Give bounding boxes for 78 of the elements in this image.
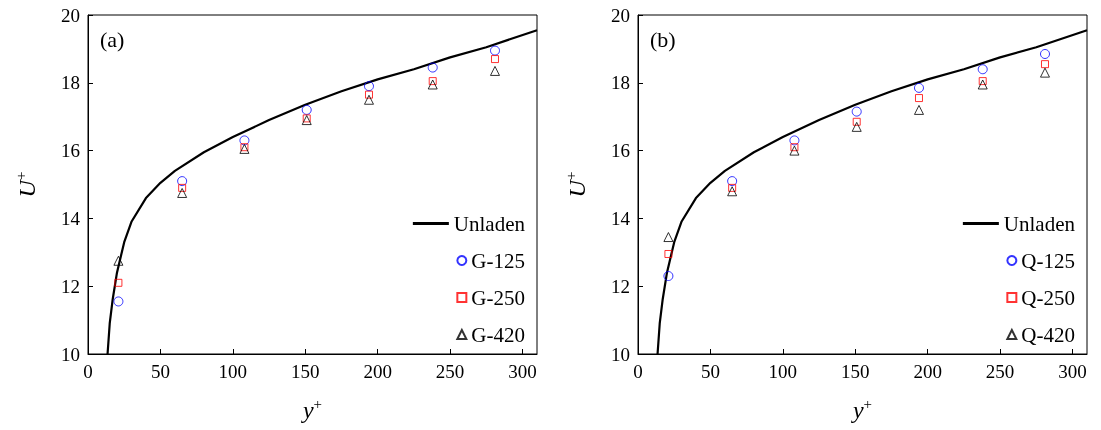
y-tick-label: 14 xyxy=(611,207,631,229)
point xyxy=(914,94,923,103)
point xyxy=(113,255,124,266)
point xyxy=(177,187,188,198)
point xyxy=(114,278,123,287)
y-tick-label: 12 xyxy=(61,275,80,297)
annotation: (b) xyxy=(650,26,676,52)
point xyxy=(727,186,738,197)
x-tick-label: 300 xyxy=(1058,361,1087,382)
point xyxy=(1040,48,1050,59)
point xyxy=(491,55,499,64)
y-tick-label: 16 xyxy=(61,140,80,162)
point xyxy=(851,121,862,132)
point xyxy=(428,77,437,86)
legend-label: Unladen xyxy=(453,211,526,236)
x-tick-label: 100 xyxy=(768,361,798,382)
legend-label: G-420 xyxy=(471,322,526,347)
legend-label: G-250 xyxy=(471,285,526,310)
y-tick-label: 10 xyxy=(61,343,80,365)
point xyxy=(727,176,738,187)
x-tick-label: 200 xyxy=(363,361,392,382)
point xyxy=(663,271,674,282)
point xyxy=(177,176,188,187)
point xyxy=(852,117,861,126)
x-tick-label: 50 xyxy=(700,361,720,382)
point xyxy=(178,183,187,192)
point xyxy=(728,183,737,192)
point xyxy=(364,90,373,99)
point xyxy=(427,62,438,73)
point xyxy=(789,145,800,156)
y-tick-label: 14 xyxy=(61,207,81,229)
x-tick-label: 100 xyxy=(218,361,248,382)
point xyxy=(363,94,374,105)
point xyxy=(427,79,438,90)
legend-label: Q-250 xyxy=(1021,285,1076,310)
point xyxy=(789,135,800,146)
y-tick-label: 18 xyxy=(61,72,80,94)
y-tick-label: 20 xyxy=(61,4,80,26)
legend-label: Q-420 xyxy=(1021,322,1076,347)
legend-label: G-125 xyxy=(471,248,526,273)
x-axis-title: y+ xyxy=(300,395,323,423)
x-tick-label: 300 xyxy=(508,361,537,382)
point xyxy=(913,104,924,115)
point xyxy=(490,65,500,76)
point xyxy=(851,106,862,117)
point xyxy=(364,81,374,92)
point xyxy=(977,64,988,75)
point xyxy=(1041,60,1049,69)
y-tick-label: 18 xyxy=(611,72,630,94)
x-tick-label: 150 xyxy=(291,361,320,382)
x-tick-label: 200 xyxy=(913,361,942,382)
point xyxy=(664,249,673,258)
y-tick-label: 20 xyxy=(611,4,630,26)
y-tick-label: 16 xyxy=(611,140,630,162)
x-tick-label: 150 xyxy=(841,361,870,382)
y-axis-title: U+ xyxy=(562,171,590,198)
point xyxy=(239,135,250,146)
x-tick-label: 0 xyxy=(633,361,643,382)
point xyxy=(663,232,674,243)
point xyxy=(301,104,312,115)
x-tick-label: 250 xyxy=(985,361,1015,382)
point xyxy=(490,45,500,56)
point xyxy=(914,82,924,93)
point xyxy=(113,296,124,307)
y-axis-title: U+ xyxy=(12,171,40,198)
legend-label: Q-125 xyxy=(1021,248,1076,273)
point xyxy=(1040,67,1050,78)
y-tick-label: 12 xyxy=(611,275,630,297)
y-tick-label: 10 xyxy=(611,343,630,365)
x-tick-label: 250 xyxy=(435,361,465,382)
x-tick-label: 50 xyxy=(150,361,170,382)
x-tick-label: 0 xyxy=(83,361,93,382)
annotation: (a) xyxy=(100,26,125,52)
point xyxy=(978,77,987,86)
legend-label: Unladen xyxy=(1003,211,1076,236)
point xyxy=(790,143,799,152)
x-axis-title: y+ xyxy=(850,395,873,423)
point xyxy=(977,79,988,90)
